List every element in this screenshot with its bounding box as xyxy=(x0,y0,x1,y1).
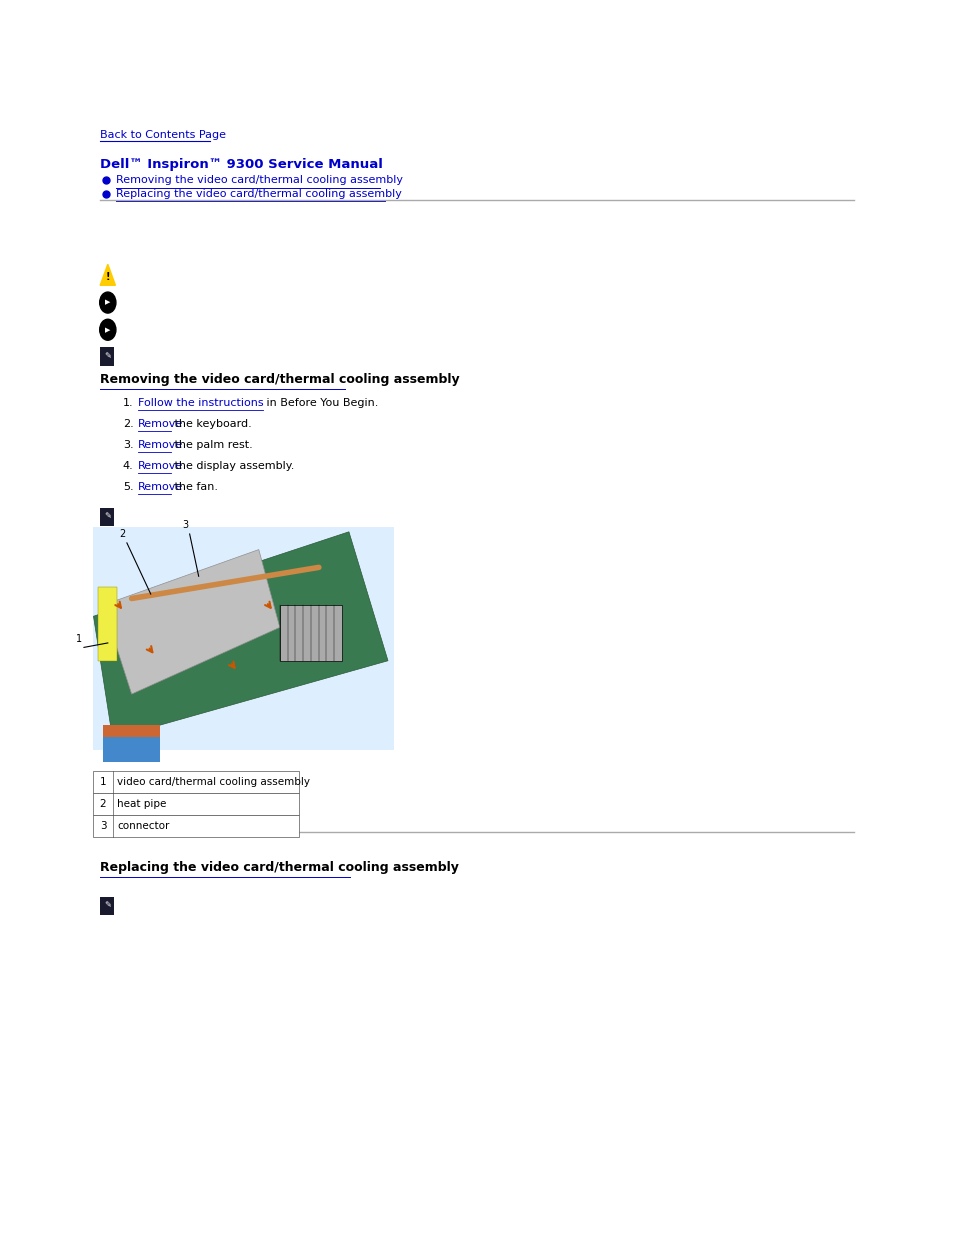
Polygon shape xyxy=(93,532,388,739)
Text: Remove: Remove xyxy=(138,461,183,471)
Text: !: ! xyxy=(106,272,110,282)
Text: Replacing the video card/thermal cooling assembly: Replacing the video card/thermal cooling… xyxy=(116,189,402,199)
Text: 1: 1 xyxy=(100,777,106,787)
Text: the keyboard.: the keyboard. xyxy=(171,419,252,429)
Text: ▶: ▶ xyxy=(105,300,111,305)
FancyBboxPatch shape xyxy=(93,815,298,837)
Text: ▶: ▶ xyxy=(105,327,111,332)
Text: video card/thermal cooling assembly: video card/thermal cooling assembly xyxy=(117,777,310,787)
Text: in Before You Begin.: in Before You Begin. xyxy=(263,398,378,408)
Text: Follow the instructions: Follow the instructions xyxy=(138,398,264,408)
Text: 5.: 5. xyxy=(123,482,133,492)
Text: heat pipe: heat pipe xyxy=(117,799,167,809)
FancyBboxPatch shape xyxy=(93,527,394,750)
FancyBboxPatch shape xyxy=(93,793,298,815)
Text: 2: 2 xyxy=(119,530,125,540)
Text: ✎: ✎ xyxy=(104,351,111,361)
Text: Remove: Remove xyxy=(138,419,183,429)
Text: Back to Contents Page: Back to Contents Page xyxy=(100,130,226,140)
FancyBboxPatch shape xyxy=(100,347,114,366)
FancyBboxPatch shape xyxy=(93,771,298,793)
Text: Removing the video card/thermal cooling assembly: Removing the video card/thermal cooling … xyxy=(100,373,459,387)
Polygon shape xyxy=(100,264,115,285)
Text: 3.: 3. xyxy=(123,440,133,450)
Text: connector: connector xyxy=(117,821,170,831)
Text: 3: 3 xyxy=(100,821,106,831)
Text: 3: 3 xyxy=(182,520,188,530)
Text: ✎: ✎ xyxy=(104,511,111,521)
Text: Remove: Remove xyxy=(138,482,183,492)
Text: Replacing the video card/thermal cooling assembly: Replacing the video card/thermal cooling… xyxy=(100,861,458,874)
Text: 2: 2 xyxy=(100,799,106,809)
Text: ✎: ✎ xyxy=(104,900,111,910)
Circle shape xyxy=(99,319,115,340)
FancyBboxPatch shape xyxy=(100,508,114,526)
FancyBboxPatch shape xyxy=(279,605,341,661)
Text: the palm rest.: the palm rest. xyxy=(171,440,253,450)
Text: 1.: 1. xyxy=(123,398,133,408)
FancyBboxPatch shape xyxy=(100,897,114,915)
Circle shape xyxy=(99,293,115,314)
Text: 4.: 4. xyxy=(123,461,133,471)
FancyBboxPatch shape xyxy=(103,725,160,762)
Text: 2.: 2. xyxy=(123,419,133,429)
Text: Remove: Remove xyxy=(138,440,183,450)
Text: 1: 1 xyxy=(76,634,82,643)
Text: the display assembly.: the display assembly. xyxy=(171,461,294,471)
Text: Dell™ Inspiron™ 9300 Service Manual: Dell™ Inspiron™ 9300 Service Manual xyxy=(100,158,383,172)
FancyBboxPatch shape xyxy=(98,587,117,661)
FancyBboxPatch shape xyxy=(103,725,160,737)
Text: the fan.: the fan. xyxy=(171,482,217,492)
Polygon shape xyxy=(103,550,279,694)
Text: Removing the video card/thermal cooling assembly: Removing the video card/thermal cooling … xyxy=(116,175,403,185)
